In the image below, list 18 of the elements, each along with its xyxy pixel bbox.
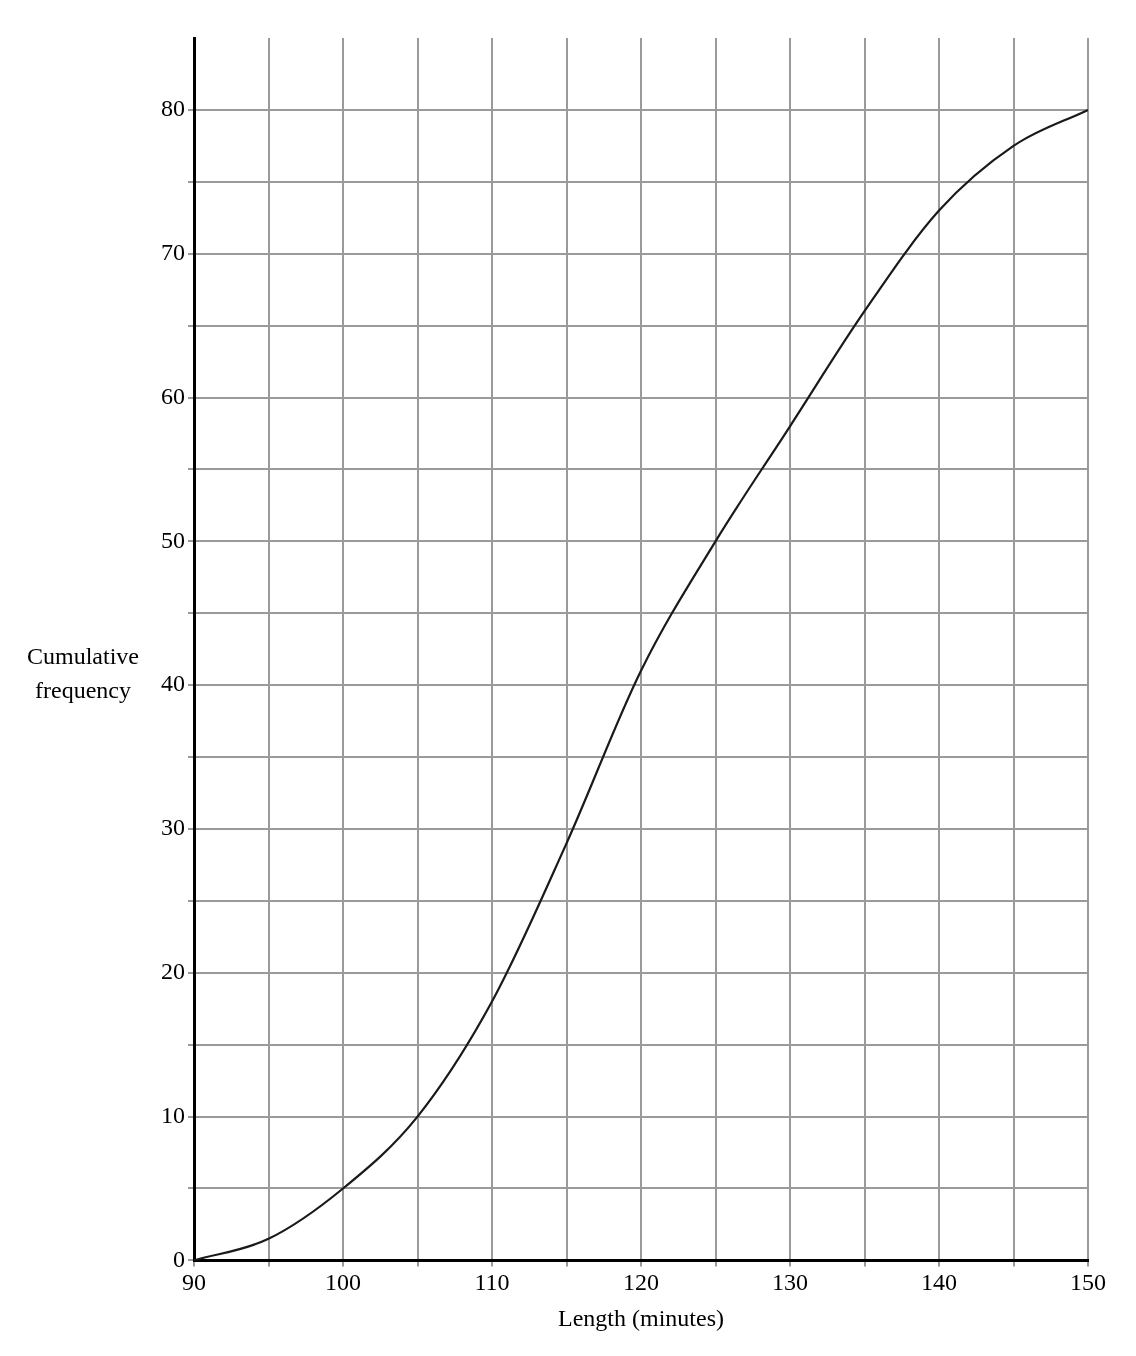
y-tick-label: 30: [161, 814, 185, 841]
x-tick-label: 120: [623, 1269, 659, 1296]
y-tick-label: 50: [161, 526, 185, 553]
y-tick-label: 80: [161, 95, 185, 122]
y-tick-label: 10: [161, 1101, 185, 1128]
y-tick-label: 20: [161, 958, 185, 985]
x-tick-label: 130: [772, 1269, 808, 1296]
x-tick-label: 110: [474, 1269, 510, 1296]
x-tick-label: 90: [182, 1269, 206, 1296]
y-tick-label: 40: [161, 670, 185, 697]
x-tick-label: 140: [921, 1269, 957, 1296]
y-tick-label: 0: [173, 1245, 185, 1272]
y-axis-title: Cumulative frequency: [26, 642, 140, 705]
x-tick-label: 100: [325, 1269, 361, 1296]
x-tick-label: 150: [1070, 1269, 1106, 1296]
y-tick-label: 60: [161, 382, 185, 409]
y-tick-label: 70: [161, 239, 185, 266]
x-axis-title: Length (minutes): [558, 1304, 724, 1331]
